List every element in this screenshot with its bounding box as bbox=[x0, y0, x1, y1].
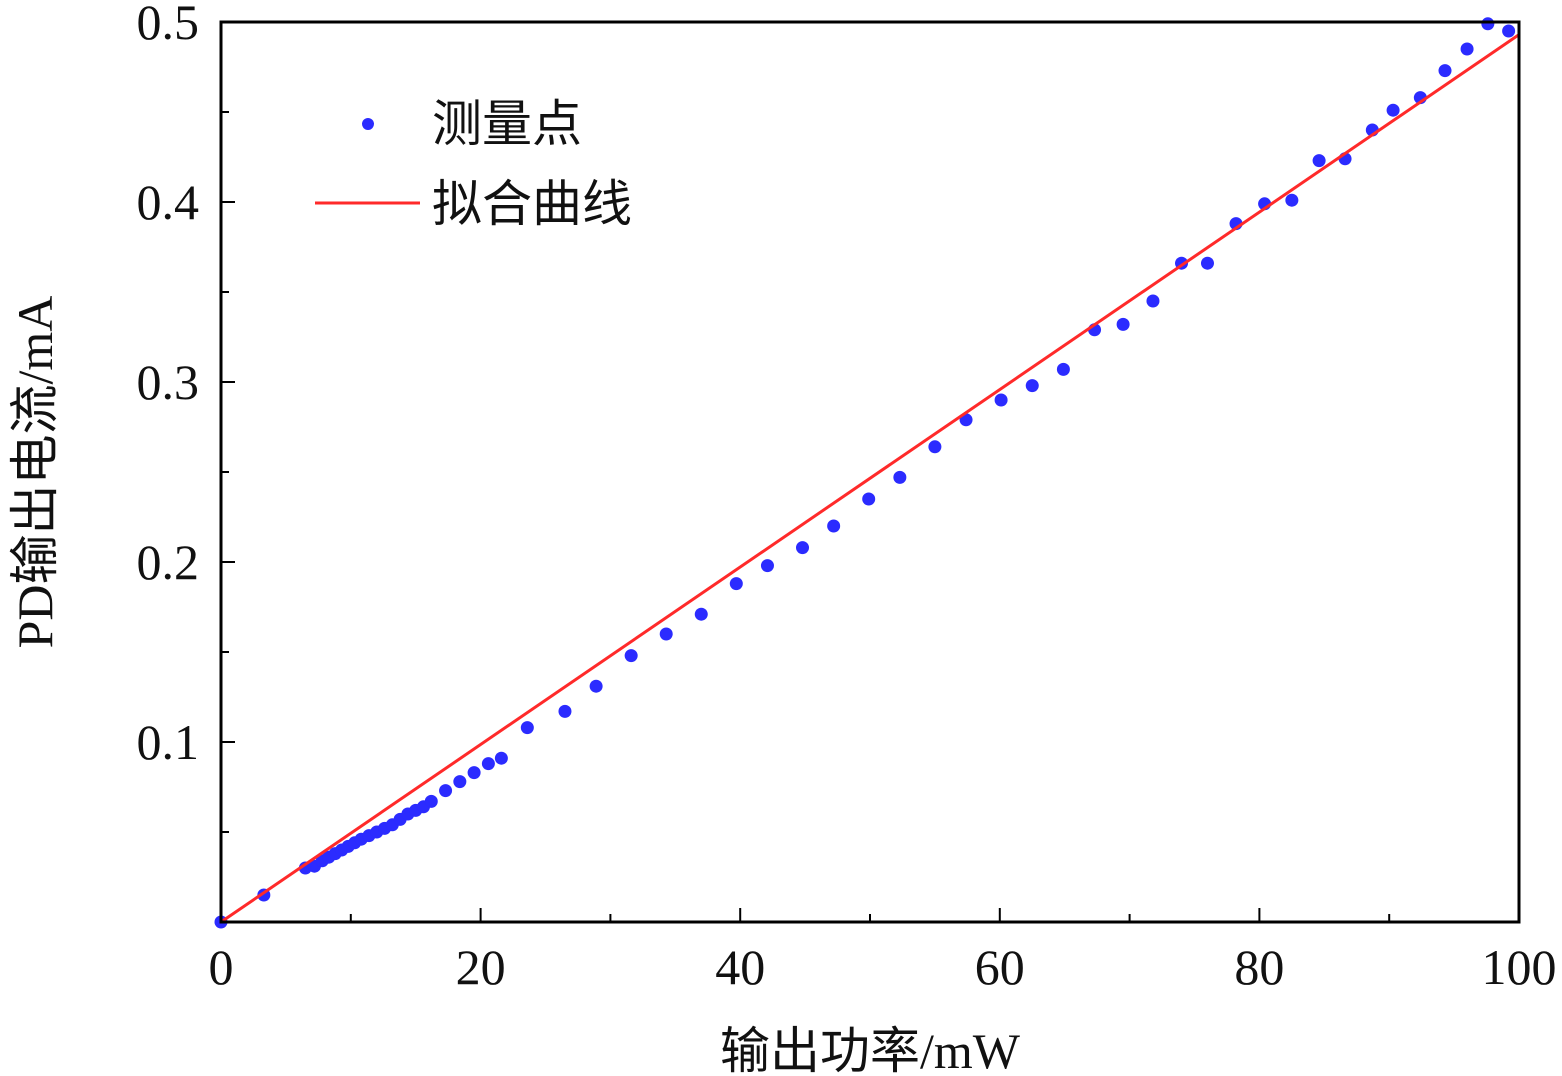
data-point bbox=[1116, 317, 1130, 331]
data-point bbox=[453, 775, 467, 789]
data-point bbox=[589, 679, 603, 693]
data-point bbox=[1146, 294, 1160, 308]
x-tick-label: 0 bbox=[209, 939, 234, 995]
plot-area bbox=[214, 17, 1520, 929]
data-point bbox=[760, 559, 774, 573]
data-point bbox=[928, 440, 942, 454]
data-point bbox=[893, 470, 907, 484]
y-axis-title: PD输出电流/mA bbox=[7, 296, 63, 649]
x-tick-label: 80 bbox=[1234, 939, 1284, 995]
data-point bbox=[467, 766, 481, 780]
data-point bbox=[1386, 103, 1400, 117]
y-tick-label: 0.1 bbox=[137, 714, 200, 770]
data-point bbox=[694, 607, 708, 621]
y-tick-label: 0.3 bbox=[137, 354, 200, 410]
legend-marker-measured bbox=[362, 118, 374, 130]
data-point bbox=[494, 751, 508, 765]
data-point bbox=[1200, 256, 1214, 270]
data-point bbox=[994, 393, 1008, 407]
y-tick-label: 0.5 bbox=[137, 0, 200, 50]
legend-label-measured: 测量点 bbox=[432, 96, 582, 152]
y-tick-label: 0.4 bbox=[137, 174, 200, 230]
x-tick-label: 40 bbox=[715, 939, 765, 995]
data-point bbox=[659, 627, 673, 641]
y-tick-label: 0.2 bbox=[137, 534, 200, 590]
data-point bbox=[1438, 64, 1452, 78]
data-point bbox=[520, 721, 534, 735]
fit-line bbox=[220, 33, 1520, 924]
plot-frame bbox=[219, 20, 1521, 924]
data-point bbox=[1285, 193, 1299, 207]
data-point bbox=[558, 704, 572, 718]
data-point bbox=[827, 519, 841, 533]
data-point bbox=[439, 784, 453, 798]
x-tick-label: 100 bbox=[1482, 939, 1557, 995]
tick-labels: 0 20 40 60 80 100 0.1 0.2 0.3 0.4 0.5 bbox=[137, 0, 1557, 995]
x-tick-label: 20 bbox=[456, 939, 506, 995]
data-point bbox=[1056, 362, 1070, 376]
data-point bbox=[1502, 24, 1516, 38]
legend-label-fit: 拟合曲线 bbox=[432, 176, 632, 232]
x-tick-label: 60 bbox=[975, 939, 1025, 995]
data-point bbox=[481, 757, 495, 771]
data-point bbox=[862, 492, 876, 506]
data-point bbox=[796, 541, 810, 555]
legend: 测量点 拟合曲线 bbox=[315, 96, 632, 232]
data-point bbox=[729, 577, 743, 591]
data-point bbox=[1481, 17, 1495, 31]
data-point bbox=[624, 649, 638, 663]
x-axis-title: 输出功率/mW bbox=[720, 1023, 1021, 1076]
data-point bbox=[424, 794, 438, 808]
data-point bbox=[1025, 379, 1039, 393]
data-point bbox=[1312, 154, 1326, 168]
data-point bbox=[1460, 42, 1474, 56]
